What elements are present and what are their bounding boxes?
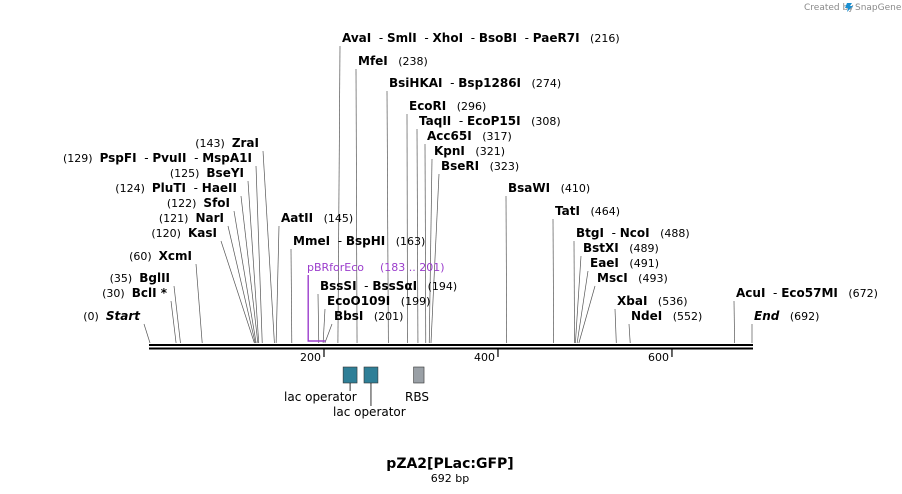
cut-line-aatii (275, 225, 280, 344)
plasmid-length: 692 bp (431, 472, 469, 485)
cut-site-lines (143, 45, 753, 344)
cut-line-xcmi (195, 263, 203, 344)
feature-rbs[interactable] (413, 366, 425, 384)
site-label-xcmi[interactable]: (60) XcmI (129, 249, 192, 263)
cut-line-kpni (428, 158, 433, 344)
cut-line-pluti (240, 195, 259, 344)
cut-line-bsihkai (386, 90, 389, 344)
brand-text: SnapGene (855, 3, 902, 13)
cut-line-bcli (170, 300, 177, 344)
cut-line-zrai (262, 150, 275, 344)
cut-line-acc65i (424, 143, 427, 344)
site-label-aatii[interactable]: AatII (145) (281, 211, 353, 225)
cut-line-bseri (430, 173, 440, 344)
site-label-end[interactable]: End (692) (754, 309, 819, 323)
cut-line-msci (578, 285, 596, 344)
snapgene-logo-icon (845, 3, 853, 12)
site-label-bsssi[interactable]: BssSI - BssSαI (194) (320, 279, 457, 293)
site-label-bstxi[interactable]: BstXI (489) (583, 241, 659, 255)
cut-line-mmei (290, 248, 293, 344)
feature-track: lac operator lac operator RBS (284, 366, 429, 419)
primer-name: pBRforEco (307, 261, 364, 274)
cut-line-bsssi (317, 293, 320, 344)
cut-line-avai (337, 45, 341, 344)
feature-label-lac-operator-1: lac operator (284, 390, 357, 404)
site-label-sfoi[interactable]: (122) SfoI (167, 196, 230, 210)
site-label-ecoo109i[interactable]: EcoO109I (199) (327, 294, 430, 308)
site-label-bsawi[interactable]: BsaWI (410) (508, 181, 590, 195)
site-label-start[interactable]: (0) Start (83, 309, 141, 323)
site-label-bseyi[interactable]: (125) BseYI (170, 166, 244, 180)
credit-text: Created by (804, 3, 854, 13)
cut-line-ecori (406, 113, 408, 344)
cut-line-mfei (355, 68, 358, 344)
site-label-avai[interactable]: AvaI - SmlI - XhoI - BsoBI - PaeR7I (216… (342, 31, 620, 45)
cut-line-bglii (173, 285, 181, 344)
plasmid-title: pZA2[PLac:GFP] (386, 456, 513, 472)
site-label-acc65i[interactable]: Acc65I (317) (427, 129, 512, 143)
cut-line-btgi (573, 240, 575, 344)
site-label-bsihkai[interactable]: BsiHKAI - Bsp1286I (274) (389, 76, 561, 90)
cut-line-xbai (614, 308, 617, 344)
feature-label-rbs: RBS (405, 390, 429, 404)
site-label-tati[interactable]: TatI (464) (555, 204, 620, 218)
site-label-bseri[interactable]: BseRI (323) (441, 159, 519, 173)
site-label-bglii[interactable]: (35) BglII (110, 271, 170, 285)
site-label-pluti[interactable]: (124) PluTI - HaeII (115, 181, 237, 195)
site-label-mmei[interactable]: MmeI - BspHI (163) (293, 234, 425, 248)
site-label-mfei[interactable]: MfeI (238) (358, 54, 428, 68)
scale-ticks: 200 400 600 (300, 349, 673, 364)
site-label-xbai[interactable]: XbaI (536) (617, 294, 688, 308)
site-label-bbsi[interactable]: BbsI (201) (334, 309, 403, 323)
cut-line-taqii (416, 128, 419, 344)
feature-label-lac-operator-2: lac operator (333, 405, 406, 419)
site-label-kpni[interactable]: KpnI (321) (434, 144, 505, 158)
site-label-taqii[interactable]: TaqII - EcoP15I (308) (419, 114, 561, 128)
cut-line-bstxi (575, 255, 582, 344)
site-label-btgi[interactable]: BtgI - NcoI (488) (576, 226, 690, 240)
cut-line-eaei (576, 270, 589, 344)
cut-line-sfoi (233, 210, 257, 344)
feature-lac-operator-2[interactable] (363, 366, 379, 384)
cut-line-pspfi (255, 165, 263, 344)
cut-line-tati (552, 218, 555, 344)
site-label-msci[interactable]: MscI (493) (597, 271, 668, 285)
site-label-bcli[interactable]: (30) BclI * (102, 286, 168, 300)
primer-range: (183 .. 201) (380, 261, 445, 274)
cut-line-bbsi (324, 323, 333, 344)
cut-line-ndei (628, 323, 631, 344)
cut-line-bsawi (505, 195, 508, 344)
site-label-eaei[interactable]: EaeI (491) (590, 256, 659, 270)
primer-arrow (307, 275, 326, 342)
cut-line-nari (227, 225, 256, 344)
feature-lac-operator-1[interactable] (342, 366, 358, 384)
site-label-acui[interactable]: AcuI - Eco57MI (672) (736, 286, 878, 300)
tick-label-600: 600 (648, 351, 669, 364)
cut-site-labels: (0) Start (30) BclI *(35) BglII (60) XcmI (… (63, 31, 878, 323)
sequence-backbone (149, 344, 753, 350)
site-label-nari[interactable]: (121) NarI (159, 211, 224, 225)
site-label-zrai[interactable]: (143) ZraI (195, 136, 259, 150)
tick-label-200: 200 (300, 351, 321, 364)
primer-pbrforeco[interactable]: pBRforEco (183 .. 201) (307, 261, 445, 342)
cut-line-kasi (220, 240, 255, 344)
site-label-ndei[interactable]: NdeI (552) (631, 309, 702, 323)
site-label-kasi[interactable]: (120) KasI (151, 226, 217, 240)
cut-line-ecoo109i (322, 308, 326, 344)
site-label-ecori[interactable]: EcoRI (296) (409, 99, 486, 113)
cut-line-start (143, 323, 151, 344)
site-label-pspfi[interactable]: (129) PspFI - PvuII - MspA1I (63, 151, 252, 165)
cut-line-bseyi (247, 180, 260, 344)
tick-label-400: 400 (474, 351, 495, 364)
cut-line-acui (733, 300, 735, 344)
